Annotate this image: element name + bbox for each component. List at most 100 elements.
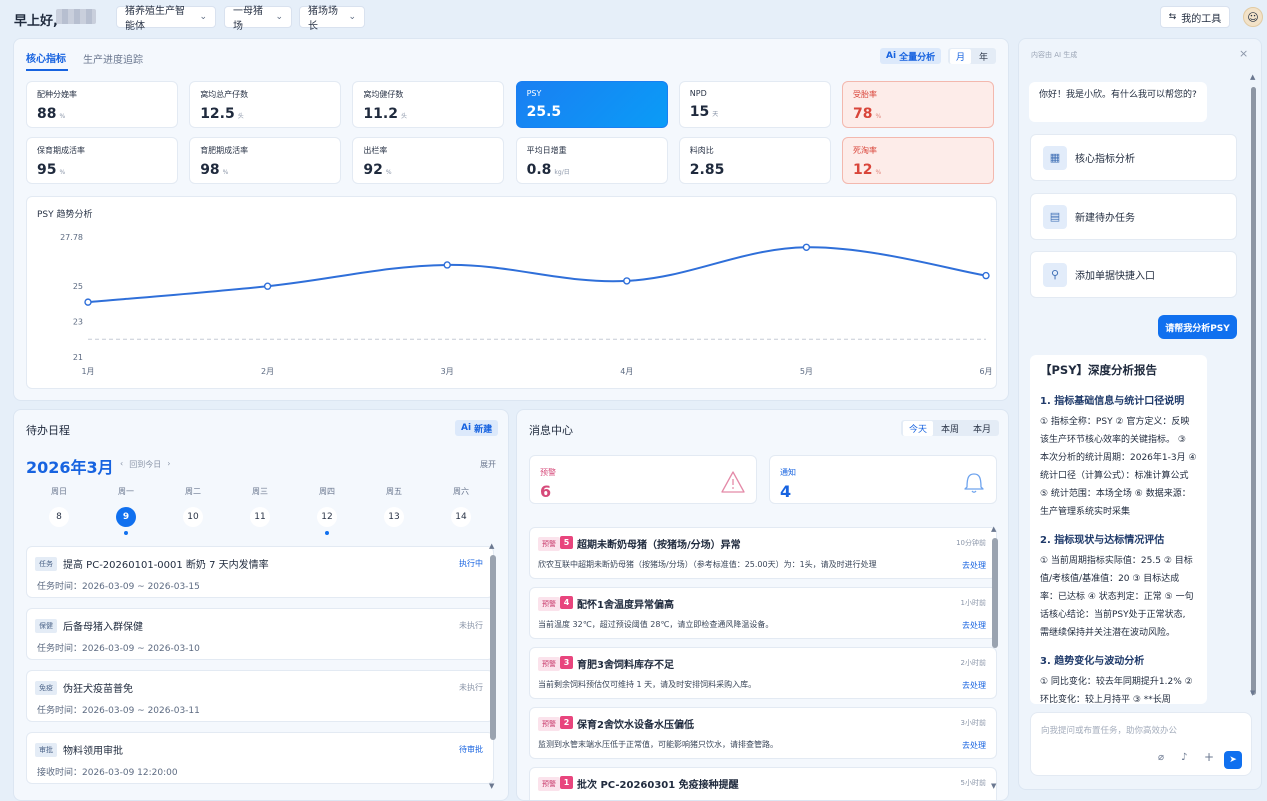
farm-dropdown[interactable]: 一母猪场 ⌄ — [224, 6, 292, 32]
filter-today[interactable]: 今天 — [903, 420, 934, 436]
weekday-label: 周五 — [386, 487, 402, 496]
handle-link[interactable]: 去处理 — [962, 741, 986, 750]
role-dropdown[interactable]: 猪场场长 ⌄ — [299, 6, 365, 32]
tab-progress-tracking[interactable]: 生产进度追踪 — [83, 55, 143, 66]
kpi-label: 保育期成活率 — [37, 146, 85, 155]
task-item[interactable]: 保健 后备母猪入群保健 未执行 任务时间：2026-03-09 ~ 2026-03-1… — [26, 608, 494, 660]
data-point[interactable] — [263, 282, 272, 290]
ai-scrollbar[interactable] — [1251, 87, 1256, 695]
scroll-up-icon[interactable]: ▲ — [991, 525, 997, 533]
scroll-up-icon[interactable]: ▲ — [489, 542, 495, 550]
kpi-value: 92% — [363, 162, 493, 178]
calendar-day[interactable]: 周日 8 — [37, 486, 81, 535]
message-period-toggle: 今天 本周 本月 — [901, 420, 1000, 436]
my-tools-button[interactable]: ⇆ 我的工具 — [1160, 6, 1230, 28]
kpi-card[interactable]: 受胎率 78% — [842, 81, 994, 128]
data-point[interactable] — [443, 261, 451, 269]
kpi-value: 95% — [37, 162, 167, 178]
ai-input-placeholder: 向我提问或布置任务，助你高效办公 — [1041, 726, 1178, 736]
back-today-link[interactable]: 回到今日 — [129, 460, 162, 469]
task-scrollbar[interactable] — [490, 555, 496, 740]
period-month[interactable]: 月 — [950, 48, 972, 64]
kpi-label: PSY — [526, 89, 542, 98]
calendar-day[interactable]: 周六 14 — [439, 486, 483, 535]
scroll-down-icon[interactable]: ▼ — [1250, 689, 1256, 697]
attachment-icon[interactable]: ⌀ — [1158, 752, 1165, 763]
avatar[interactable]: ☺ — [1243, 7, 1263, 27]
kpi-card[interactable]: 料肉比 2.85 — [678, 137, 831, 184]
kpi-unit: kg/日 — [554, 169, 570, 176]
kpi-card[interactable]: 窝均总产仔数 12.5 头 — [189, 81, 342, 128]
kpi-card[interactable]: 配种分娩率 88% — [26, 81, 178, 128]
scroll-down-icon[interactable]: ▼ — [991, 782, 997, 790]
new-task-button[interactable]: Ai 新建 — [455, 420, 499, 436]
prev-week-icon[interactable]: ‹ — [120, 459, 124, 468]
quick-new-todo[interactable]: ▤ 新建待办任务 — [1030, 193, 1237, 240]
kpi-card[interactable]: PSY 25.5 — [515, 81, 668, 128]
warning-triangle-icon — [721, 471, 745, 493]
expand-link[interactable]: 展开 — [480, 460, 496, 469]
calendar-day[interactable]: 周三 11 — [238, 486, 282, 535]
handle-link[interactable]: 去处理 — [962, 621, 986, 630]
message-description: 当前剩余饲料预估仅可维持 1 天，请及时安排饲料采购入库。 — [538, 680, 757, 689]
warning-tag: 预警 — [538, 597, 560, 611]
task-tag: 任务 — [35, 557, 57, 571]
data-point[interactable] — [623, 277, 631, 285]
task-item[interactable]: 审批 物料领用审批 待审批 接收时间：2026-03-09 12:20:00 — [26, 732, 494, 784]
kpi-card[interactable]: NPD 15 天 — [678, 81, 831, 128]
psy-chart-card: PSY 趋势分析 27.78 25 23 21 1月 2月 3月 4月 5月 6月 — [26, 196, 997, 389]
task-item[interactable]: 免疫 伪狂犬疫苗普免 未执行 任务时间：2026-03-09 ~ 2026-03-11 — [26, 670, 494, 722]
full-analysis-button[interactable]: Ai 全量分析 — [880, 48, 942, 64]
message-description: 欣农互联中超期未断奶母猪（按猪场/分场）（参考标准值：25.00天）为：1头，请… — [538, 560, 877, 569]
message-time: 10分钟前 — [956, 539, 986, 547]
week-strip: 周日 8 周一 9 周二 10 周三 11 周四 12 周五 13 周六 14 — [37, 486, 483, 535]
handle-link[interactable]: 去处理 — [962, 561, 986, 570]
message-item[interactable]: 预警 2 保育2舍饮水设备水压偏低 3小时前 监测到水管末端水压低于正常值，可能影响猪只… — [529, 707, 997, 759]
kpi-card[interactable]: 育肥期成活率 98% — [189, 137, 342, 184]
kpi-card[interactable]: 平均日增重 0.8 kg/日 — [515, 137, 668, 184]
quick-core-metrics-analysis[interactable]: ▦ 核心指标分析 — [1030, 134, 1237, 181]
ai-input-box[interactable]: 向我提问或布置任务，助你高效办公 ⌀ ♪ + ➤ — [1030, 712, 1252, 776]
message-title: 保育2舍饮水设备水压偏低 — [577, 720, 694, 731]
scroll-down-icon[interactable]: ▼ — [489, 782, 495, 790]
message-item[interactable]: 预警 3 育肥3舍饲料库存不足 2小时前 当前剩余饲料预估仅可维持 1 天，请及时安排饲… — [529, 647, 997, 699]
day-number: 11 — [250, 507, 270, 527]
scroll-up-icon[interactable]: ▲ — [1250, 73, 1256, 81]
kpi-card[interactable]: 死淘率 12% — [842, 137, 994, 184]
task-item[interactable]: 任务 提高 PC-20260101-0001 断奶 7 天内发情率 执行中 任务时间：… — [26, 546, 494, 598]
message-item[interactable]: 预警 4 配怀1舍温度异常偏高 1小时前 当前温度 32℃，超过预设阈值 28℃，请立即… — [529, 587, 997, 639]
kpi-card[interactable]: 出栏率 92% — [352, 137, 505, 184]
event-dot — [124, 531, 128, 535]
message-item[interactable]: 预警 5 超期未断奶母猪（按猪场/分场）异常 10分钟前 欣农互联中超期未断奶母猪（按猪… — [529, 527, 997, 579]
agent-dropdown[interactable]: 猪养殖生产智能体 ⌄ — [116, 6, 216, 32]
notice-summary-card[interactable]: 通知 4 — [769, 455, 997, 504]
message-scrollbar[interactable] — [992, 538, 998, 648]
tab-core-metrics[interactable]: 核心指标 — [26, 54, 66, 65]
period-year[interactable]: 年 — [979, 52, 989, 63]
next-week-icon[interactable]: › — [167, 459, 171, 468]
microphone-icon[interactable]: ♪ — [1181, 752, 1188, 763]
filter-month[interactable]: 本月 — [973, 424, 992, 435]
send-button[interactable]: ➤ — [1224, 751, 1242, 769]
warning-summary-card[interactable]: 预警 6 — [529, 455, 757, 504]
close-icon[interactable]: × — [1239, 47, 1249, 60]
kpi-value: 78% — [853, 106, 983, 122]
plus-icon[interactable]: + — [1204, 750, 1215, 764]
calendar-day[interactable]: 周四 12 — [305, 486, 349, 535]
kpi-card[interactable]: 保育期成活率 95% — [26, 137, 178, 184]
calendar-day[interactable]: 周一 9 — [104, 486, 148, 535]
calendar-day[interactable]: 周五 13 — [372, 486, 416, 535]
handle-link[interactable]: 去处理 — [962, 681, 986, 690]
message-center-panel: 消息中心 今天 本周 本月 预警 6 通知 4 预警 5 超期未断奶母猪（按猪场/分… — [516, 409, 1009, 801]
calendar-day[interactable]: 周二 10 — [171, 486, 215, 535]
quick-add-shortcut[interactable]: ⚲ 添加单据快捷入口 — [1030, 251, 1237, 298]
data-point[interactable] — [982, 271, 990, 280]
data-point[interactable] — [84, 298, 92, 306]
new-task-label: 新建 — [474, 424, 493, 435]
report-section-1: 1. 指标基础信息与统计口径说明 — [1040, 396, 1185, 407]
data-point[interactable] — [802, 243, 811, 251]
filter-week[interactable]: 本周 — [941, 424, 960, 435]
kpi-unit: % — [59, 169, 66, 176]
message-item[interactable]: 预警 1 批次 PC-20260301 免疫接种提醒 5小时前 — [529, 767, 997, 800]
kpi-card[interactable]: 窝均健仔数 11.2 头 — [352, 81, 505, 128]
